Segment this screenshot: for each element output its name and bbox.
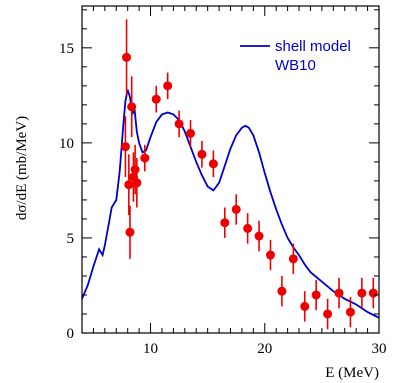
data-point bbox=[300, 301, 310, 311]
x-tick-label: 10 bbox=[143, 341, 158, 357]
y-tick-label: 0 bbox=[67, 326, 75, 342]
legend-label-wb10: WB10 bbox=[275, 57, 316, 74]
plot-area bbox=[82, 19, 379, 330]
data-point bbox=[130, 165, 140, 174]
data-point bbox=[163, 81, 173, 91]
legend: shell model WB10 bbox=[240, 38, 351, 74]
y-tick-label: 10 bbox=[59, 136, 74, 152]
data-point bbox=[124, 180, 134, 190]
data-point bbox=[254, 231, 264, 241]
data-point bbox=[125, 227, 135, 237]
y-tick-label: 5 bbox=[67, 231, 75, 247]
axis-ticks: 10 20 30 0 5 10 15 bbox=[59, 6, 387, 357]
data-point bbox=[368, 288, 378, 298]
data-point bbox=[334, 288, 344, 298]
data-point bbox=[357, 288, 367, 298]
data-point bbox=[345, 307, 355, 317]
data-point bbox=[132, 178, 142, 188]
data-point bbox=[265, 250, 275, 260]
x-tick-label: 30 bbox=[372, 341, 387, 357]
data-point bbox=[197, 149, 207, 159]
y-tick-label: 15 bbox=[59, 41, 74, 57]
data-point bbox=[220, 218, 230, 228]
data-point bbox=[323, 309, 333, 319]
data-point bbox=[311, 290, 321, 300]
y-axis-title: dσ/dE (mb/MeV) bbox=[14, 116, 30, 220]
legend-label-shell-model: shell model bbox=[275, 38, 351, 55]
data-point bbox=[120, 142, 130, 152]
data-point bbox=[174, 119, 184, 129]
data-point bbox=[127, 102, 137, 112]
data-point bbox=[122, 52, 132, 62]
data-point bbox=[186, 128, 196, 138]
data-point bbox=[277, 286, 287, 296]
x-axis-title: E (MeV) bbox=[325, 365, 379, 381]
data-point bbox=[288, 254, 298, 264]
data-point bbox=[151, 94, 161, 104]
shell-model-curve bbox=[82, 89, 379, 319]
data-point bbox=[231, 204, 241, 214]
data-point bbox=[140, 153, 150, 163]
data-point bbox=[243, 223, 253, 233]
x-tick-label: 20 bbox=[257, 341, 272, 357]
data-point bbox=[208, 159, 218, 169]
